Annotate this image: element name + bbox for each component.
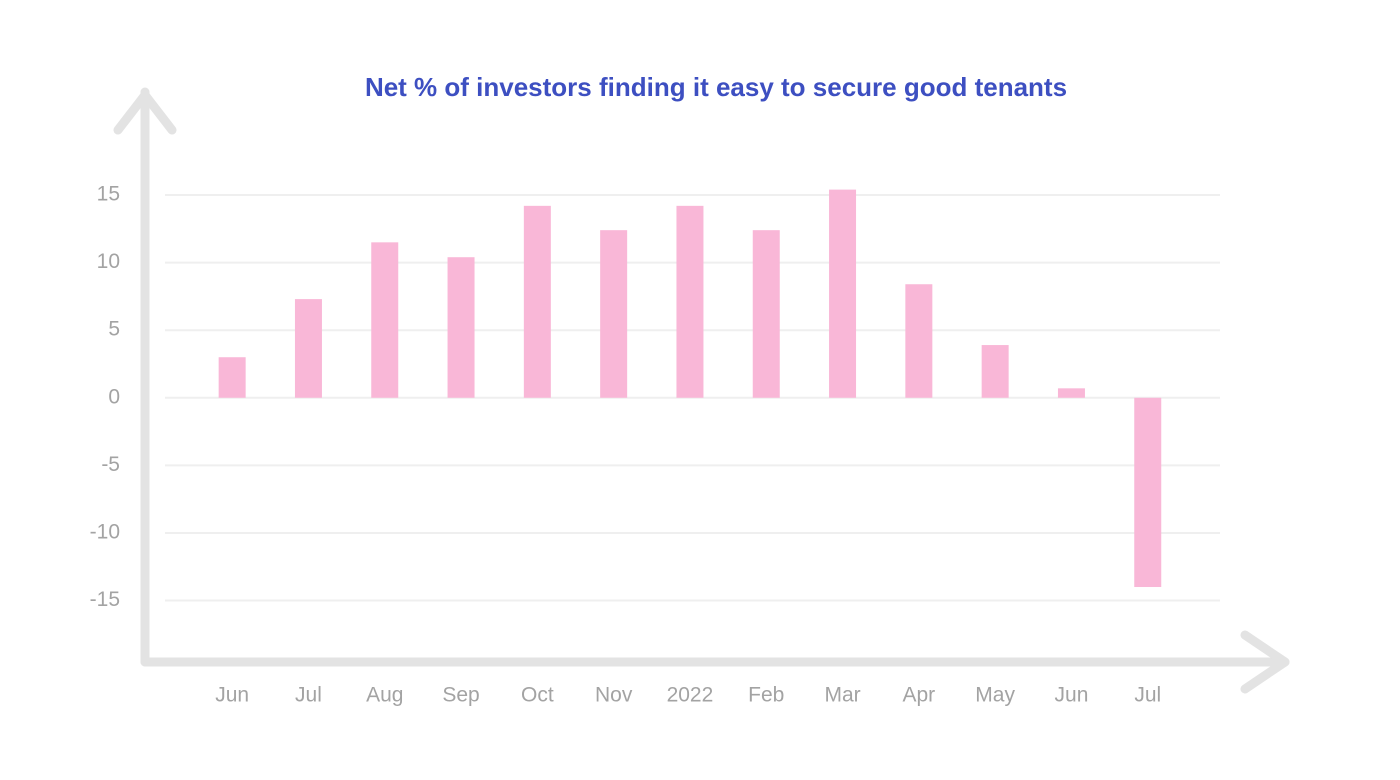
bar bbox=[218, 357, 246, 398]
chart-title: Net % of investors finding it easy to se… bbox=[365, 72, 1067, 102]
bar bbox=[1057, 388, 1085, 398]
bar bbox=[600, 230, 628, 398]
bar bbox=[523, 205, 551, 398]
x-tick-label: Jun bbox=[215, 684, 249, 707]
bar bbox=[905, 284, 933, 398]
bar bbox=[1134, 397, 1162, 588]
bar bbox=[981, 345, 1009, 398]
x-tick-label: Apr bbox=[903, 684, 936, 707]
x-tick-label: Aug bbox=[366, 684, 403, 707]
x-tick-label: Jul bbox=[295, 684, 322, 707]
y-tick-label: 10 bbox=[97, 250, 120, 273]
y-tick-label: 5 bbox=[108, 318, 120, 341]
y-tick-label: -10 bbox=[90, 520, 120, 543]
x-tick-label: Feb bbox=[748, 684, 784, 707]
x-tick-label: Oct bbox=[521, 684, 554, 707]
bar bbox=[371, 242, 399, 398]
x-tick-label: Sep bbox=[442, 684, 479, 707]
axes bbox=[113, 87, 1290, 694]
y-tick-label: 0 bbox=[108, 385, 120, 408]
y-tick-label: -5 bbox=[101, 453, 120, 476]
x-tick-label: Jul bbox=[1134, 684, 1161, 707]
x-tick-label: Nov bbox=[595, 684, 633, 707]
bar bbox=[752, 230, 780, 398]
x-tick-label: 2022 bbox=[667, 684, 714, 707]
y-tick-label: -15 bbox=[90, 588, 120, 611]
bar bbox=[676, 205, 704, 398]
y-axis-arrow bbox=[113, 90, 177, 135]
bar bbox=[829, 189, 857, 398]
bar bbox=[447, 257, 475, 398]
x-tick-label: May bbox=[975, 684, 1015, 707]
bar bbox=[294, 299, 322, 398]
x-tick-label: Jun bbox=[1055, 684, 1089, 707]
x-axis-arrow bbox=[1240, 630, 1290, 694]
x-tick-label: Mar bbox=[824, 684, 860, 707]
y-tick-label: 15 bbox=[97, 183, 120, 206]
